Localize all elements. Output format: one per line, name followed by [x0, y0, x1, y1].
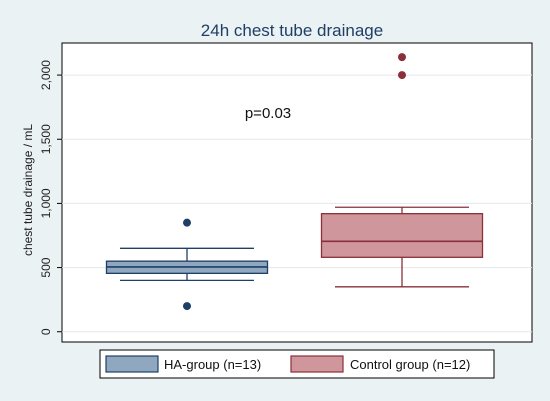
box-plot-2 [320, 53, 484, 288]
y-tick-label: 500 [39, 257, 53, 277]
legend-swatch [290, 355, 344, 373]
y-tick-label: 0 [39, 328, 53, 335]
y-tick-label: 1,500 [39, 124, 53, 154]
y-tick-label: 1,000 [39, 188, 53, 218]
outlier-point [398, 53, 406, 62]
chart-title: 24h chest tube drainage [201, 21, 383, 40]
legend: HA-group (n=13) Control group (n=12) [99, 349, 495, 379]
y-tick-label: 2,000 [39, 60, 53, 90]
plot-area [61, 42, 533, 343]
legend-swatch [105, 355, 159, 373]
legend-label: Control group (n=12) [350, 357, 470, 372]
box-plot-1 [105, 218, 269, 311]
outlier-point [398, 71, 406, 80]
p-value-annotation: p=0.03 [245, 105, 291, 122]
outlier-point [183, 302, 191, 311]
box-iqr [320, 213, 484, 258]
outlier-point [183, 218, 191, 227]
legend-label: HA-group (n=13) [164, 357, 261, 372]
y-axis-label: chest tube drainage / mL [21, 124, 35, 256]
box-plots [105, 53, 484, 311]
y-axis-ticks: 0 500 1,000 1,500 2,000 [39, 60, 62, 335]
